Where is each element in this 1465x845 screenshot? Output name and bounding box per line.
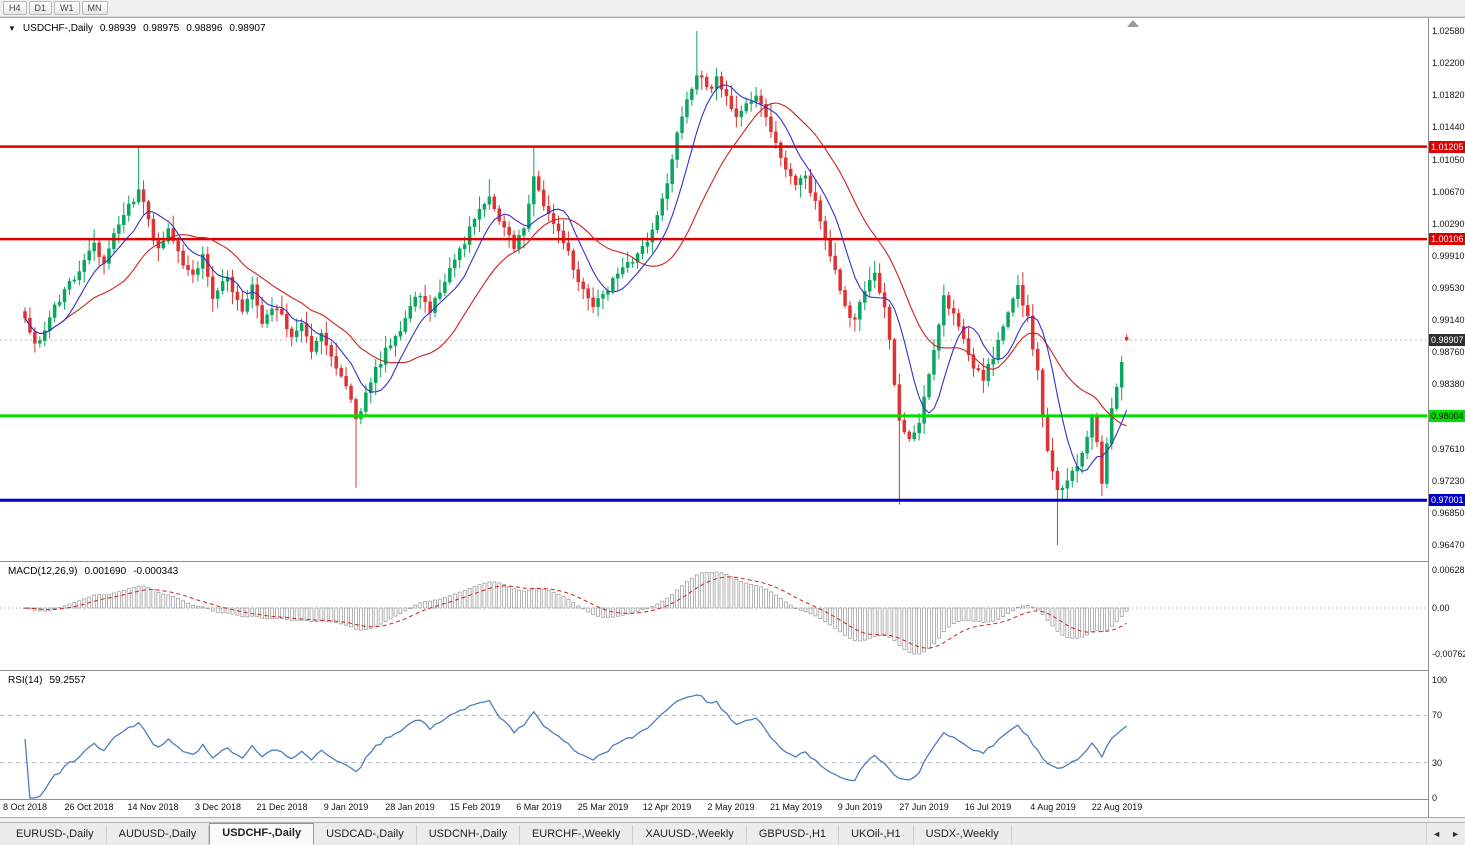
pane-splitter-rsi[interactable] (0, 670, 1465, 671)
date-axis-label: 26 Oct 2018 (64, 802, 114, 812)
date-axis[interactable]: 8 Oct 2018 26 Oct 2018 14 Nov 2018 3 Dec 20… (0, 800, 1427, 816)
chart-symbol-label: USDCHF-,Daily (22, 23, 93, 34)
price-tick-label: 1.01050 (1432, 155, 1465, 165)
date-axis-label: 16 Jul 2019 (964, 802, 1012, 812)
ohlc-close: 0.98907 (229, 23, 266, 34)
date-axis-label: 9 Jan 2019 (323, 802, 369, 812)
date-axis-label: 12 Apr 2019 (642, 802, 692, 812)
price-chart-pane[interactable] (0, 18, 1427, 561)
price-axis[interactable]: 1.02580 1.02200 1.01820 1.01440 1.01050 1.006… (1428, 18, 1465, 817)
level-price-tag: 1.00106 (1429, 233, 1465, 245)
horizontal-level-lines[interactable] (0, 145, 1427, 502)
date-axis-label: 27 Jun 2019 (899, 802, 949, 812)
date-axis-label: 6 Mar 2019 (516, 802, 562, 812)
date-axis-label: 21 May 2019 (769, 802, 823, 812)
chart-tab-usdx[interactable]: USDX-,Weekly (914, 825, 1012, 845)
date-axis-label: 25 Mar 2019 (577, 802, 629, 812)
tab-scroll-controls: ◄ ► (1426, 823, 1465, 845)
level-price-tag: 0.98004 (1429, 410, 1465, 422)
rsi-indicator-pane[interactable] (0, 671, 1427, 799)
tab-scroll-left-button[interactable]: ◄ (1432, 829, 1442, 839)
price-tick-label: 1.02580 (1432, 26, 1465, 36)
price-tick-label: 0.97230 (1432, 476, 1465, 486)
macd-axis-label: 0.00 (1432, 603, 1450, 613)
timeframe-button-d1[interactable]: D1 (28, 1, 53, 15)
ohlc-high: 0.98975 (143, 23, 180, 34)
price-tick-label: 0.96850 (1432, 508, 1465, 518)
pane-splitter-macd[interactable] (0, 561, 1465, 562)
chart-window (0, 17, 1465, 818)
date-axis-label: 2 May 2019 (707, 802, 755, 812)
price-tick-label: 1.01440 (1432, 122, 1465, 132)
tab-scroll-right-button[interactable]: ► (1451, 829, 1460, 839)
symbol-dropdown-icon[interactable]: ▼ (8, 24, 16, 33)
price-tick-label: 0.98760 (1432, 347, 1465, 357)
date-axis-label: 15 Feb 2019 (449, 802, 501, 812)
current-price-tag: 0.98907 (1429, 334, 1465, 346)
date-axis-label: 8 Oct 2018 (2, 802, 48, 812)
price-tick-label: 1.00670 (1432, 187, 1465, 197)
chart-tab-audusd[interactable]: AUDUSD-,Daily (107, 825, 210, 845)
date-axis-label: 22 Aug 2019 (1091, 802, 1143, 812)
chart-tab-gbpusd[interactable]: GBPUSD-,H1 (747, 825, 840, 845)
macd-indicator-pane[interactable] (0, 562, 1427, 670)
rsi-axis-label: 100 (1432, 675, 1448, 685)
date-axis-label: 3 Dec 2018 (194, 802, 242, 812)
rsi-title: RSI(14) 59.2557 (8, 675, 86, 686)
ohlc-open: 0.98939 (99, 23, 137, 34)
price-tick-label: 0.99530 (1432, 283, 1465, 293)
chart-tab-eurusd[interactable]: EURUSD-,Daily (4, 825, 107, 845)
ohlc-low: 0.98896 (186, 23, 223, 34)
price-tick-label: 0.97610 (1432, 444, 1465, 454)
level-price-tag: 0.97001 (1429, 494, 1465, 506)
timeframe-toolbar: H4 D1 W1 MN (0, 0, 1465, 17)
chart-shift-marker-icon[interactable] (1127, 20, 1139, 27)
rsi-label: RSI(14) (8, 675, 43, 686)
price-tick-label: 0.99910 (1432, 251, 1465, 261)
macd-signal-value: -0.000343 (133, 566, 179, 577)
date-axis-label: 28 Jan 2019 (385, 802, 435, 812)
macd-axis-label: -0.00762 (1432, 649, 1465, 659)
chart-tab-ukoil[interactable]: UKOil-,H1 (839, 825, 914, 845)
date-axis-label: 14 Nov 2018 (127, 802, 179, 812)
rsi-axis-label: 0 (1432, 793, 1438, 803)
rsi-value: 59.2557 (49, 675, 86, 686)
macd-label: MACD(12,26,9) (8, 566, 78, 577)
price-tick-label: 1.02200 (1432, 58, 1465, 68)
date-axis-label: 9 Jun 2019 (837, 802, 883, 812)
axis-divider (0, 799, 1465, 800)
price-tick-label: 1.00290 (1432, 219, 1465, 229)
level-price-tag: 1.01205 (1429, 141, 1465, 153)
chart-tab-bar: EURUSD-,Daily AUDUSD-,Daily USDCHF-,Daily U… (0, 822, 1465, 845)
rsi-line (24, 694, 1127, 799)
chart-tab-usdcnh[interactable]: USDCNH-,Daily (417, 825, 520, 845)
chart-title: ▼ USDCHF-,Daily 0.98939 0.98975 0.98896 … (8, 23, 266, 34)
rsi-axis-label: 30 (1432, 758, 1443, 768)
moving-averages (24, 84, 1128, 473)
macd-signal-line (24, 576, 1127, 649)
date-axis-label: 21 Dec 2018 (256, 802, 308, 812)
macd-title: MACD(12,26,9) 0.001690 -0.000343 (8, 566, 178, 577)
price-tick-label: 0.99140 (1432, 315, 1465, 325)
chart-tab-usdcad[interactable]: USDCAD-,Daily (314, 825, 417, 845)
chart-tab-xauusd[interactable]: XAUUSD-,Weekly (633, 825, 747, 845)
candlesticks (23, 31, 1129, 545)
chart-tab-eurchf[interactable]: EURCHF-,Weekly (520, 825, 634, 845)
date-axis-label: 4 Aug 2019 (1030, 802, 1076, 812)
chart-tab-usdchf[interactable]: USDCHF-,Daily (209, 823, 315, 845)
macd-main-value: 0.001690 (84, 566, 127, 577)
rsi-axis-label: 70 (1432, 710, 1443, 720)
timeframe-button-h4[interactable]: H4 (3, 1, 27, 15)
price-tick-label: 0.96470 (1432, 540, 1465, 550)
price-tick-label: 1.01820 (1432, 90, 1465, 100)
price-tick-label: 0.98380 (1432, 379, 1465, 389)
timeframe-button-mn[interactable]: MN (81, 1, 108, 15)
macd-histogram (23, 571, 1129, 655)
macd-axis-label: 0.006286 (1432, 565, 1465, 575)
timeframe-button-w1[interactable]: W1 (54, 1, 80, 15)
